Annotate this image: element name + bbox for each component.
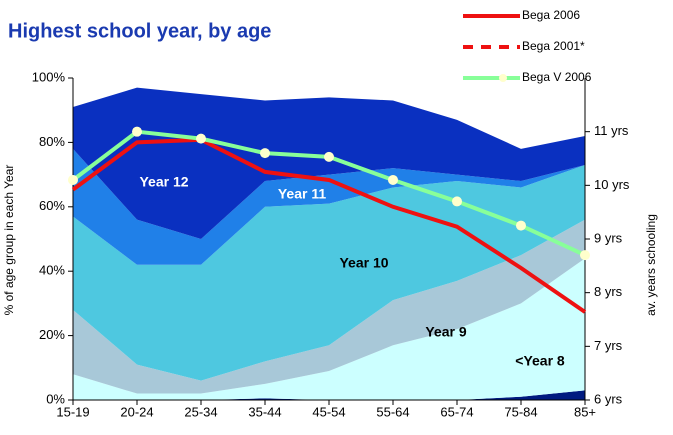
area: [73, 390, 585, 400]
marker: [68, 174, 78, 185]
area-label: Year 12: [139, 174, 188, 190]
area-label: <Year 8: [515, 353, 565, 369]
y2-tick-label: 8 yrs: [594, 284, 623, 299]
marker: [452, 196, 462, 207]
marker: [516, 220, 526, 231]
y2-tick-label: 6 yrs: [594, 391, 623, 406]
area-label: Year 9: [425, 324, 466, 340]
x-tick-label: 45-54: [312, 404, 345, 419]
y2-axis-label: av. years schooling: [644, 214, 658, 316]
y-tick-label: 80%: [39, 134, 65, 149]
area: [73, 219, 585, 394]
x-tick-label: 20-24: [120, 404, 153, 419]
x-tick-label: 15-19: [56, 404, 89, 419]
x-tick-label: 85+: [574, 404, 596, 419]
legend-marker: [499, 74, 507, 82]
y-tick-label: 60%: [39, 198, 65, 213]
x-tick-label: 25-34: [184, 404, 217, 419]
x-tick-label: 65-74: [440, 404, 473, 419]
y2-tick-label: 7 yrs: [594, 338, 623, 353]
legend-label: Bega 2006: [522, 8, 580, 22]
y2-tick-label: 11 yrs: [594, 123, 629, 138]
marker: [580, 250, 590, 261]
marker: [260, 148, 270, 159]
y-tick-label: 40%: [39, 263, 65, 278]
marker: [388, 174, 398, 185]
area: [73, 148, 585, 265]
area: [73, 87, 585, 239]
legend-label: Bega 2001*: [522, 39, 585, 53]
marker: [324, 151, 334, 162]
legend-label: Bega V 2006: [522, 70, 592, 84]
marker: [132, 126, 142, 137]
area: [73, 164, 585, 381]
y2-tick-label: 10 yrs: [594, 177, 630, 192]
x-tick-label: 55-64: [376, 404, 409, 419]
y-tick-label: 0%: [46, 391, 65, 406]
y2-tick-label: 9 yrs: [594, 230, 623, 245]
marker: [196, 133, 206, 144]
y-tick-label: 100%: [32, 69, 66, 84]
x-tick-label: 75-84: [504, 404, 537, 419]
x-tick-label: 35-44: [248, 404, 281, 419]
chart-title: Highest school year, by age: [8, 20, 271, 42]
y-axis-label: % of age group in each Year: [2, 165, 16, 316]
y-tick-label: 20%: [39, 327, 65, 342]
area-label: Year 11: [278, 186, 326, 202]
line: [71, 137, 587, 314]
area-label: Year 10: [339, 255, 388, 271]
area: [73, 258, 585, 400]
